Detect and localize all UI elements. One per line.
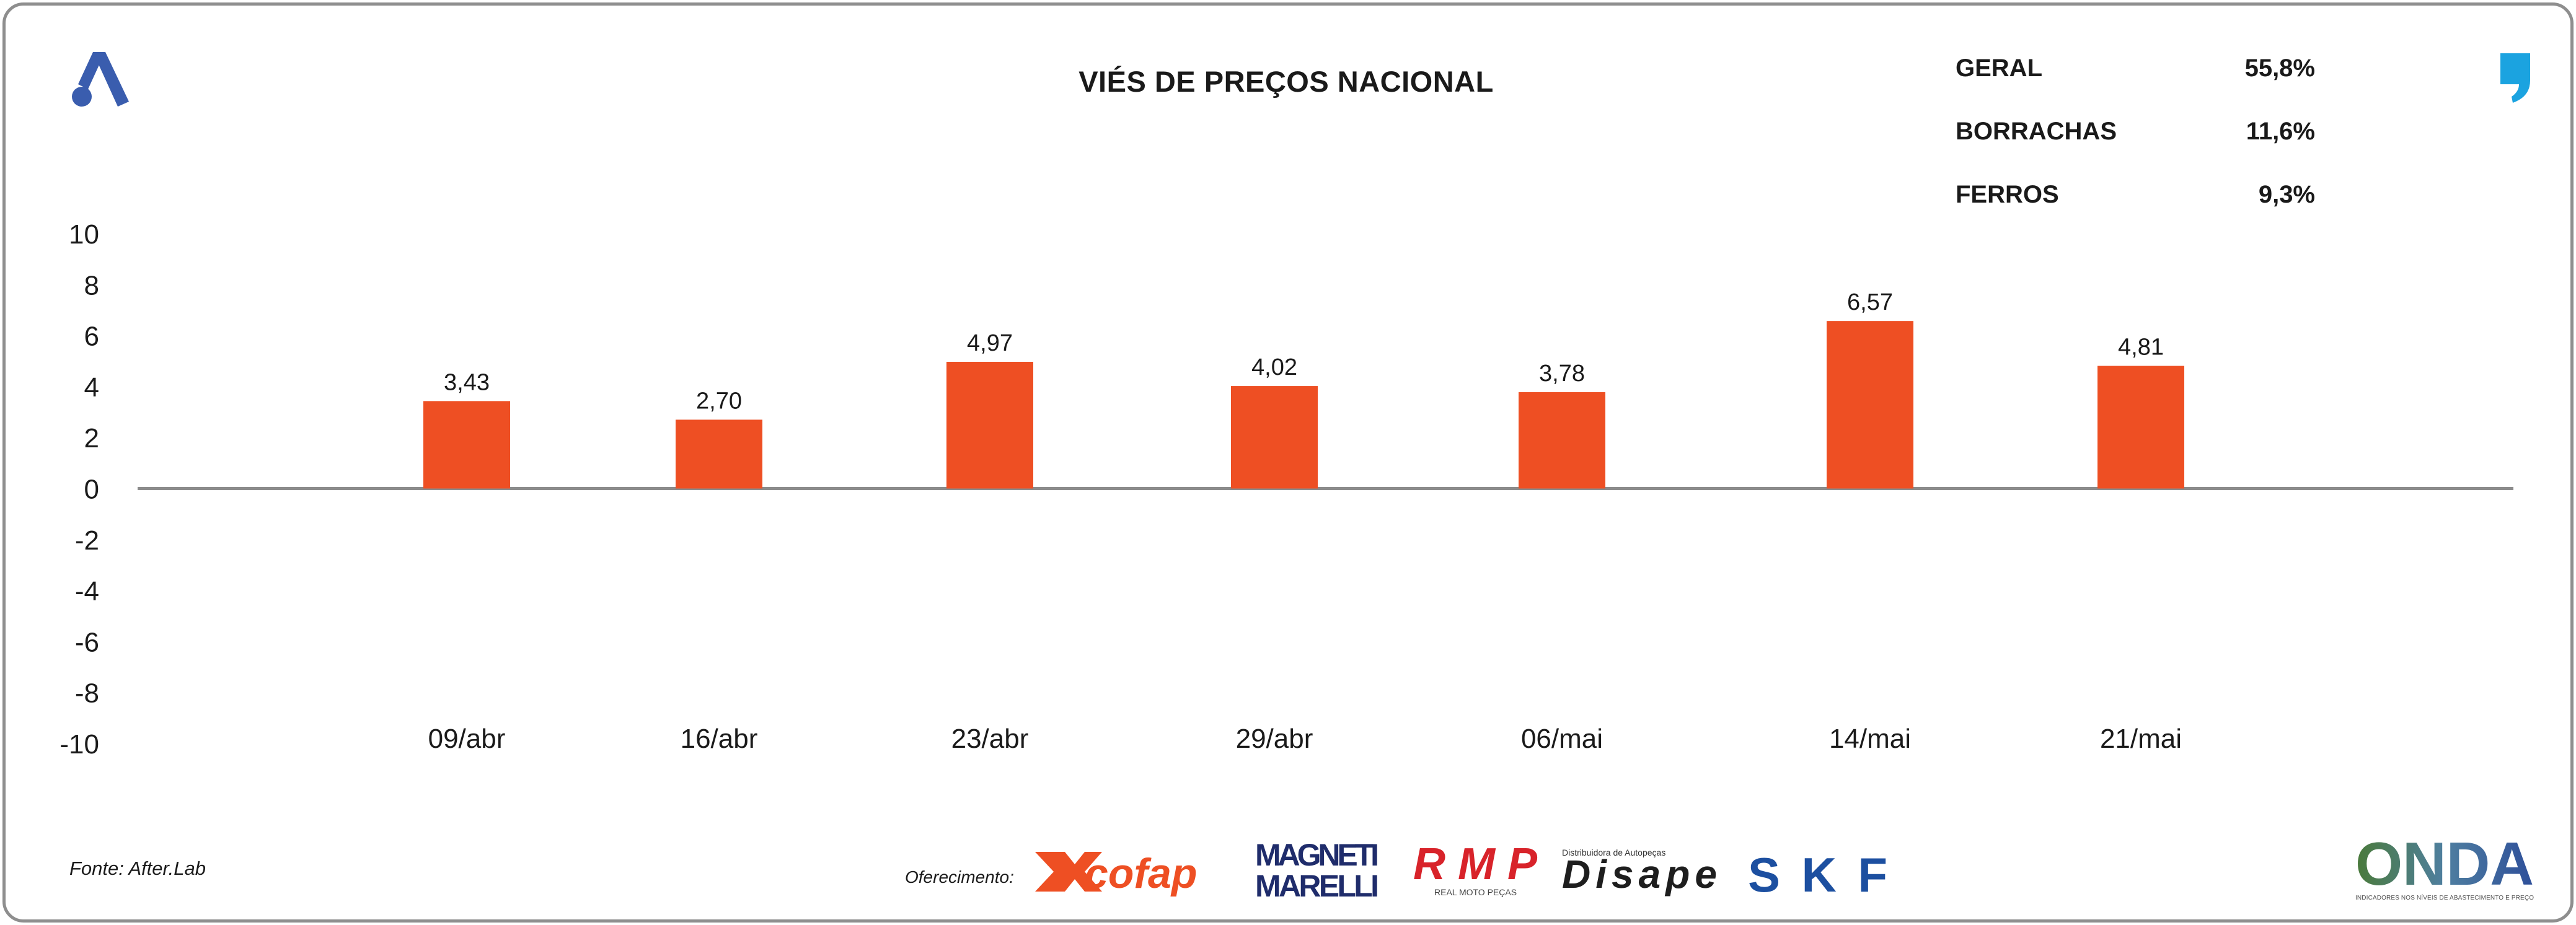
bar-value-label: 3,43 [444, 369, 490, 395]
summary-value: 11,6% [2246, 118, 2315, 145]
x-tick-label: 09/abr [428, 724, 506, 754]
x-tick-label: 16/abr [681, 724, 758, 754]
bar-value-label: 2,70 [696, 388, 742, 414]
onda-text: ONDA [2355, 830, 2534, 898]
y-tick-label: 0 [84, 475, 99, 505]
y-tick-label: -10 [60, 729, 99, 760]
bar-16-abr [676, 419, 762, 489]
source-note: Fonte: After.Lab [69, 857, 206, 879]
quote-mark-icon [2500, 53, 2530, 103]
x-tick-label: 29/abr [1236, 724, 1313, 754]
y-tick-label: 6 [84, 322, 99, 352]
skf-text: SKF [1748, 848, 1887, 901]
summary-label: BORRACHAS [1956, 118, 2117, 145]
disape-text: Disape [1562, 852, 1717, 897]
y-tick-label: -2 [75, 525, 99, 556]
cofap-text: cofap [1085, 850, 1197, 897]
bar-value-label: 3,78 [1539, 361, 1585, 387]
bar-21-mai [2097, 366, 2184, 489]
y-tick-label: -6 [75, 627, 99, 657]
summary-row-borrachas: BORRACHAS 11,6% [1956, 118, 2340, 181]
rmp-logo: RMP REAL MOTO PEÇAS [1413, 840, 1538, 897]
summary-table: GERAL 55,8% BORRACHAS 11,6% FERROS 9,3% [1956, 55, 2340, 244]
sponsor-logos: cofap MAGNETI MARELLI RMP REAL MOTO PEÇA… [1035, 838, 1887, 901]
summary-label: GERAL [1956, 55, 2042, 82]
onda-logo: ONDA INDICADORES NOS NÍVEIS DE ABASTECIM… [2355, 830, 2534, 901]
y-tick-label: -4 [75, 576, 99, 607]
marelli-text: MARELLI [1255, 869, 1379, 901]
magneti-marelli-logo: MAGNETI MARELLI [1255, 838, 1379, 901]
sponsor-label: Oferecimento: [905, 867, 1014, 887]
magneti-text: MAGNETI [1255, 838, 1379, 872]
onda-subtext: INDICADORES NOS NÍVEIS DE ABASTECIMENTO … [2355, 893, 2534, 901]
bar-value-label: 4,02 [1251, 354, 1297, 380]
y-tick-label: 10 [69, 219, 99, 250]
summary-value: 9,3% [2258, 181, 2315, 208]
y-tick-label: -8 [75, 678, 99, 709]
disape-logo: Distribuidora de Autopeças Disape [1562, 848, 1717, 897]
bar-09-abr [423, 401, 510, 489]
bar-value-label: 4,97 [967, 330, 1013, 356]
y-tick-label: 8 [84, 270, 99, 300]
a-logo-icon [72, 52, 129, 107]
y-tick-label: 4 [84, 372, 99, 403]
x-tick-label: 21/mai [2100, 724, 2182, 754]
x-tick-label: 23/abr [951, 724, 1029, 754]
y-tick-label: 2 [84, 423, 99, 454]
rmp-subtext: REAL MOTO PEÇAS [1434, 887, 1517, 897]
y-axis-ticks: 10 8 6 4 2 0 -2 -4 -6 -8 -10 [60, 219, 99, 760]
bar-06-mai [1519, 392, 1605, 489]
summary-value: 55,8% [2244, 55, 2315, 82]
bar-14-mai [1827, 321, 1913, 489]
summary-label: FERROS [1956, 181, 2059, 208]
cofap-logo: cofap [1035, 850, 1197, 897]
summary-row-ferros: FERROS 9,3% [1956, 181, 2340, 244]
rmp-text: RMP [1413, 840, 1538, 889]
summary-row-geral: GERAL 55,8% [1956, 55, 2340, 118]
bar-29-abr [1231, 386, 1318, 489]
chart-title: VIÉS DE PREÇOS NACIONAL [1078, 65, 1494, 98]
bars [423, 321, 2184, 489]
skf-logo: SKF [1748, 848, 1887, 901]
x-tick-label: 14/mai [1829, 724, 1911, 754]
x-axis-ticks: 09/abr 16/abr 23/abr 29/abr 06/mai 14/mai 21/m… [428, 724, 2182, 754]
disape-subtext: Distribuidora de Autopeças [1562, 848, 1665, 857]
x-tick-label: 06/mai [1521, 724, 1603, 754]
bar-value-labels: 3,43 2,70 4,97 4,02 3,78 6,57 4,81 [444, 289, 2164, 414]
bar-23-abr [946, 361, 1033, 489]
bar-value-label: 6,57 [1847, 289, 1893, 315]
bar-value-label: 4,81 [2118, 335, 2164, 361]
